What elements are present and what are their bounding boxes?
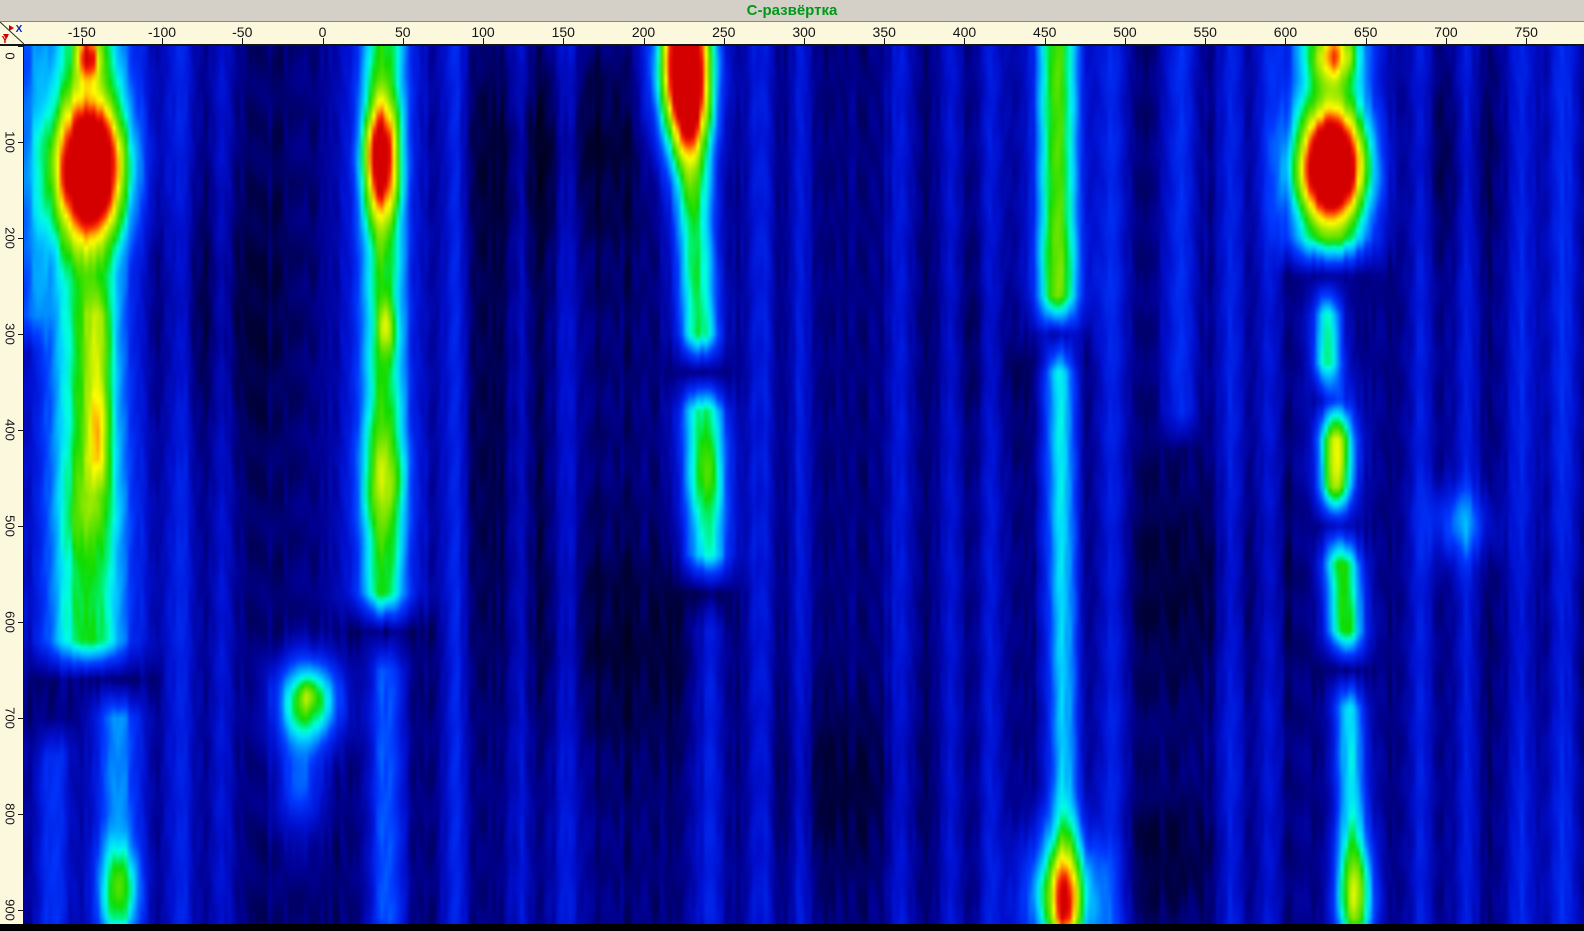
x-tick bbox=[1044, 38, 1046, 44]
x-axis-ruler: -150 -100 -50 0 50 100 150 200 250 300 350 400 450 50… bbox=[0, 22, 1584, 46]
x-tick-label: 0 bbox=[318, 24, 327, 40]
x-tick bbox=[643, 38, 645, 44]
y-tick bbox=[18, 909, 23, 911]
x-tick bbox=[483, 38, 484, 44]
x-tick bbox=[322, 38, 324, 44]
page-title: С-развёртка bbox=[746, 2, 838, 19]
y-tick-label: 0 bbox=[2, 52, 18, 60]
x-tick bbox=[563, 38, 565, 44]
y-tick bbox=[18, 525, 23, 527]
y-tick-label: 300 bbox=[2, 323, 18, 345]
y-tick bbox=[18, 141, 23, 143]
y-tick bbox=[18, 813, 23, 815]
x-tick-label: 50 bbox=[394, 24, 411, 40]
y-tick bbox=[18, 621, 23, 623]
y-tick-label: 400 bbox=[2, 418, 18, 441]
x-tick-label: 250 bbox=[712, 24, 736, 40]
x-tick-label: 700 bbox=[1434, 24, 1458, 40]
y-tick bbox=[18, 717, 23, 719]
x-tick bbox=[884, 38, 886, 44]
x-tick-label: 300 bbox=[792, 24, 816, 40]
x-tick bbox=[1445, 38, 1447, 44]
x-tick bbox=[964, 38, 966, 44]
y-tick bbox=[18, 237, 23, 239]
axis-orientation-icon: X Y bbox=[0, 22, 24, 44]
x-tick bbox=[1526, 38, 1528, 44]
x-tick bbox=[1285, 38, 1287, 44]
y-axis-letter: Y bbox=[2, 35, 9, 44]
y-tick bbox=[18, 333, 23, 335]
x-axis-letter: X bbox=[16, 24, 23, 35]
x-tick-label: 200 bbox=[631, 24, 656, 40]
x-tick-label: 500 bbox=[1113, 24, 1137, 40]
y-tick-label: 700 bbox=[2, 706, 18, 729]
y-tick-label: 100 bbox=[2, 131, 18, 153]
x-tick-label: 450 bbox=[1033, 24, 1057, 40]
x-tick bbox=[1205, 38, 1207, 44]
y-tick-label: 200 bbox=[2, 227, 18, 249]
x-tick bbox=[81, 38, 83, 44]
x-tick-label: -100 bbox=[148, 24, 177, 40]
x-tick bbox=[1124, 38, 1126, 44]
y-tick-label: 800 bbox=[2, 802, 18, 825]
x-tick-label: 750 bbox=[1514, 24, 1538, 40]
c-scan-heatmap[interactable] bbox=[24, 46, 1584, 924]
x-tick bbox=[162, 38, 164, 44]
x-tick-label: 600 bbox=[1273, 24, 1298, 40]
x-tick-label: 100 bbox=[471, 24, 495, 40]
x-tick bbox=[1365, 38, 1367, 44]
axis-corner-box: X Y bbox=[0, 22, 24, 46]
x-tick bbox=[402, 38, 404, 44]
x-tick bbox=[804, 38, 805, 44]
x-tick-label: 150 bbox=[551, 24, 575, 40]
x-tick-label: -50 bbox=[232, 24, 253, 40]
y-tick-label: 900 bbox=[2, 898, 18, 921]
window-title-bar: С-развёртка bbox=[0, 0, 1584, 22]
scan-end-strip bbox=[0, 924, 1584, 931]
y-tick bbox=[18, 46, 23, 47]
x-tick bbox=[242, 38, 244, 44]
x-tick-label: 350 bbox=[872, 24, 896, 40]
y-tick-label: 600 bbox=[2, 610, 18, 633]
x-tick-label: 400 bbox=[952, 24, 977, 40]
y-tick-label: 500 bbox=[2, 514, 18, 537]
x-tick-label: 550 bbox=[1193, 24, 1217, 40]
y-axis-ruler: 0 100 200 300 400 500 600 700 800 900 bbox=[0, 46, 24, 924]
x-tick-label: -150 bbox=[67, 24, 96, 40]
x-tick bbox=[723, 38, 725, 44]
x-tick-label: 650 bbox=[1354, 24, 1378, 40]
y-tick bbox=[18, 429, 23, 431]
